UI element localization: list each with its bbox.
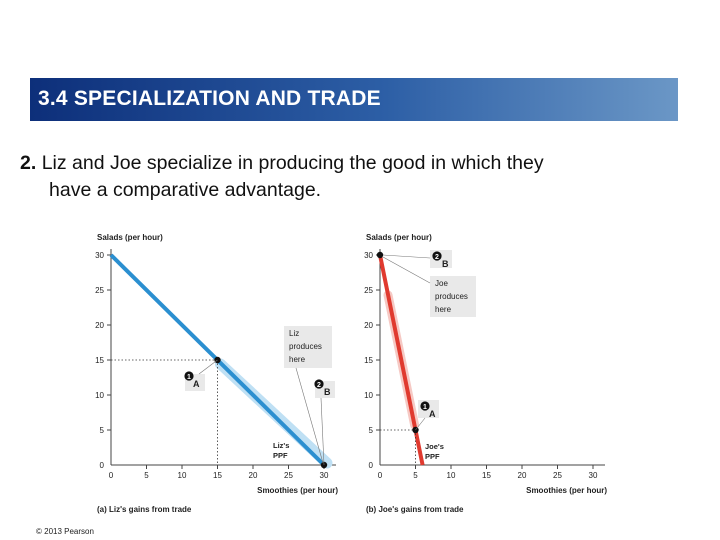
chart-2-ppf-label-2: PPF [425, 452, 440, 461]
chart-2-xtick-label: 25 [553, 471, 562, 480]
chart-2-leader-a [415, 417, 426, 431]
chart-2-callout-line2: produces [435, 292, 468, 301]
chart-1-ytick-label: 5 [100, 426, 105, 435]
chart-1-leader-a [198, 359, 218, 375]
chart-2-label-a: A [429, 409, 436, 419]
chart-1-xtick-label: 5 [144, 471, 149, 480]
chart-2-leader-callout [382, 256, 431, 284]
chart-2-marker-b [432, 251, 442, 261]
chart-1-ytick-label: 0 [100, 461, 105, 470]
bullet-text: 2. Liz and Joe specialize in producing t… [20, 150, 700, 204]
chart-2-ylabel: Salads (per hour) [366, 233, 432, 242]
chart-2-xtick-label: 30 [589, 471, 598, 480]
chart-2-leader-b [382, 254, 431, 259]
chart-1-callout-line2: produces [289, 342, 322, 351]
chart-1-xtick-label: 0 [109, 471, 114, 480]
chart-1-xtick-label: 25 [284, 471, 293, 480]
chart-2-marker-a-label: 1 [423, 404, 427, 411]
bullet-line-1: Liz and Joe specialize in producing the … [41, 152, 544, 174]
chart-2-ppf-label-1: Joe's [425, 442, 444, 451]
chart-1-xtick-label: 20 [249, 471, 258, 480]
chart-2-label-b: B [442, 259, 449, 269]
chart-1-label-a: A [193, 379, 200, 389]
chart-2-callout-box [430, 276, 476, 317]
chart-1-callout-line3: here [289, 355, 306, 364]
chart-2-label-b-box [430, 250, 452, 268]
chart-1-callout-box [284, 326, 332, 368]
chart-2-ytick-label: 30 [364, 251, 373, 260]
chart-2-ytick-label: 5 [369, 426, 374, 435]
chart-1-ytick-label: 30 [95, 251, 104, 260]
chart-2-ytick-label: 0 [369, 461, 374, 470]
slide-title: 3.4 SPECIALIZATION AND TRADE [38, 87, 381, 110]
chart-2-marker-b-label: 2 [435, 254, 439, 261]
chart-1-leader-b [320, 397, 325, 466]
title-banner: 3.4 SPECIALIZATION AND TRADE [30, 78, 678, 121]
chart-1-marker-a [184, 371, 194, 381]
chart-2-point-b-dot [376, 251, 384, 259]
chart-1-marker-b [314, 379, 324, 389]
chart-2-ppf-line [378, 254, 425, 466]
chart-1-ppf-label-1: Liz's [273, 441, 289, 450]
chart-1-label-b: B [324, 387, 331, 397]
chart-1-xtick-label: 10 [178, 471, 187, 480]
chart-1-xlabel: Smoothies (per hour) [257, 486, 338, 495]
chart-1-ylabel: Salads (per hour) [97, 233, 163, 242]
chart-1-ytick-label: 10 [95, 391, 104, 400]
chart-1-ytick-label: 15 [95, 356, 104, 365]
chart-1-callout-line1: Liz [289, 329, 299, 338]
chart-1-ppf-label-2: PPF [273, 451, 288, 460]
chart-2-xlabel: Smoothies (per hour) [526, 486, 607, 495]
chart-1-marker-a-label: 1 [187, 374, 191, 381]
chart-1-ytick-label: 25 [95, 286, 104, 295]
chart-2-callout-line3: here [435, 305, 452, 314]
chart-1-marker-b-label: 2 [317, 382, 321, 389]
chart-2-xtick-label: 15 [482, 471, 491, 480]
chart-1-xtick-label: 30 [320, 471, 329, 480]
bullet-number: 2. [20, 152, 37, 174]
chart-2-xtick-label: 0 [378, 471, 383, 480]
chart-2-ytick-label: 10 [364, 391, 373, 400]
chart-2-ytick-label: 20 [364, 321, 373, 330]
copyright-notice: © 2013 Pearson [36, 527, 94, 536]
chart-2-caption: (b) Joe's gains from trade [366, 505, 464, 514]
chart-2-callout-line1: Joe [435, 279, 448, 288]
chart-1-caption: (a) Liz's gains from trade [97, 505, 192, 514]
chart-1-ytick-label: 20 [95, 321, 104, 330]
chart-2-xtick-label: 10 [447, 471, 456, 480]
chart-2-ytick-label: 15 [364, 356, 373, 365]
chart-1-leader-callout [295, 367, 324, 464]
chart-2-xtick-label: 20 [518, 471, 527, 480]
chart-2-ytick-label: 25 [364, 286, 373, 295]
chart-2-marker-a [420, 401, 430, 411]
chart-1-xtick-label: 15 [213, 471, 222, 480]
chart-2-xtick-label: 5 [413, 471, 418, 480]
bullet-line-2: have a comparative advantage. [49, 179, 322, 201]
